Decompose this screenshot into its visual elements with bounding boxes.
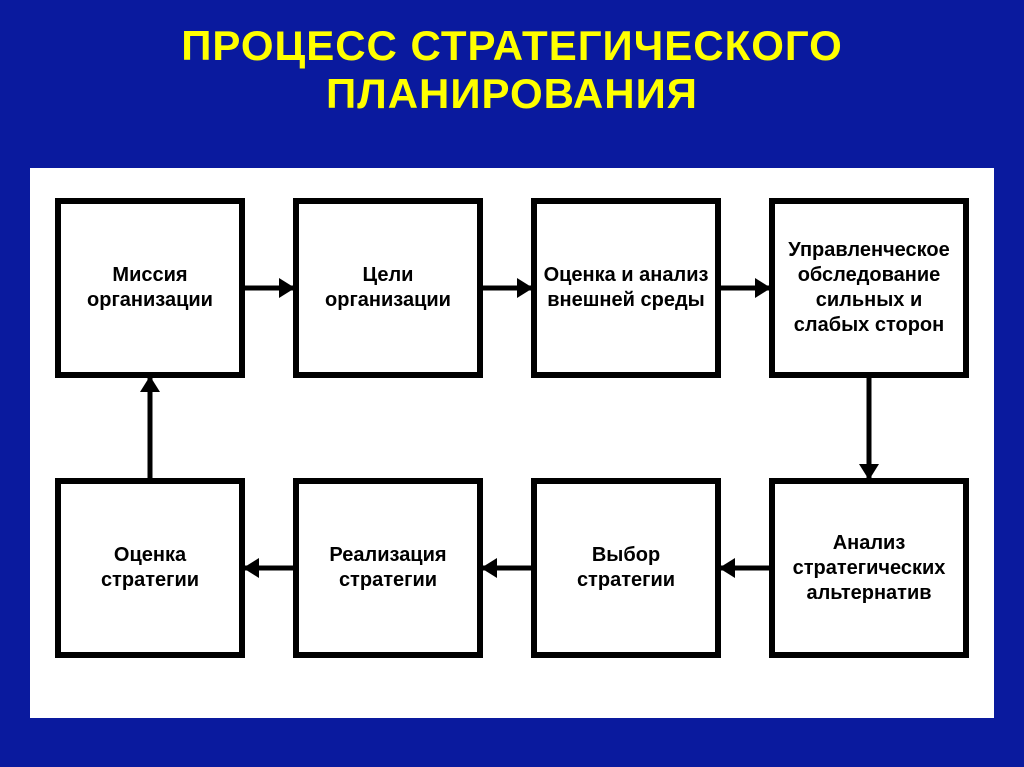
flow-arrow-7: [140, 378, 160, 478]
flow-arrow-6: [245, 558, 293, 578]
flow-node-swot-survey: Управленческое обследование сильных и сл…: [769, 198, 969, 378]
slide-title-line1: ПРОЦЕСС СТРАТЕГИЧЕСКОГО: [181, 22, 843, 69]
flow-node-external-env: Оценка и анализ внешней среды: [531, 198, 721, 378]
flow-arrow-4: [721, 558, 769, 578]
flow-node-eval-strategy: Оценка стратегии: [55, 478, 245, 658]
flow-arrow-0: [245, 278, 293, 298]
flow-arrow-3: [859, 378, 879, 478]
flow-arrow-2: [721, 278, 769, 298]
flow-node-mission: Миссия организации: [55, 198, 245, 378]
slide: ПРОЦЕСС СТРАТЕГИЧЕСКОГО ПЛАНИРОВАНИЯ Мис…: [0, 0, 1024, 767]
flow-arrow-5: [483, 558, 531, 578]
slide-title: ПРОЦЕСС СТРАТЕГИЧЕСКОГО ПЛАНИРОВАНИЯ: [0, 0, 1024, 119]
flow-node-alt-analysis: Анализ стратегических альтернатив: [769, 478, 969, 658]
flow-node-goals: Цели организации: [293, 198, 483, 378]
slide-title-line2: ПЛАНИРОВАНИЯ: [326, 70, 698, 117]
flow-node-choose-strat: Выбор стратегии: [531, 478, 721, 658]
flow-arrow-1: [483, 278, 531, 298]
flow-node-impl-strategy: Реализация стратегии: [293, 478, 483, 658]
